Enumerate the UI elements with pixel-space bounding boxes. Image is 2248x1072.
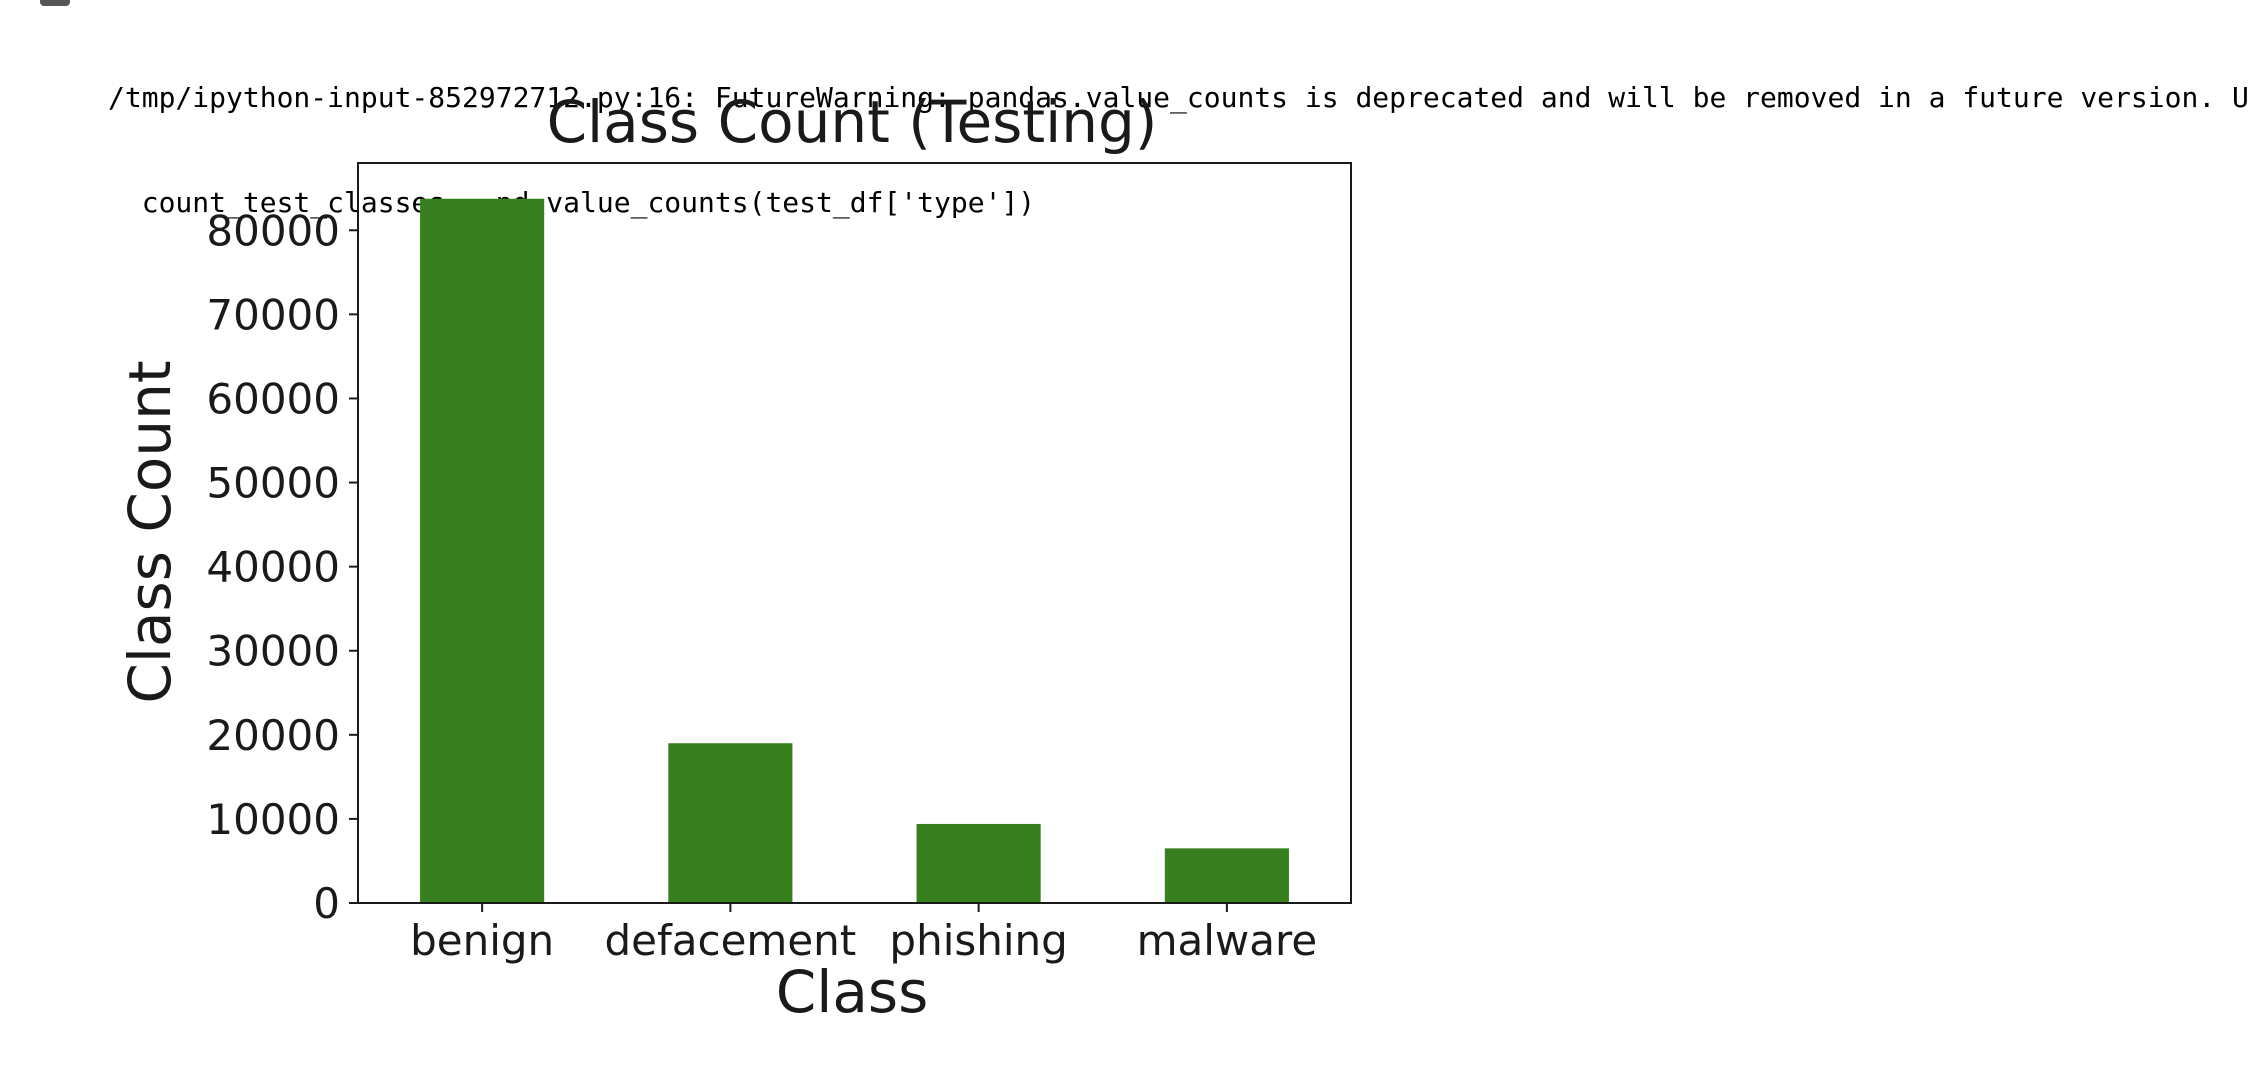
y-tick-label: 60000 <box>206 374 340 423</box>
cell-output-toggle[interactable] <box>40 0 70 6</box>
chart-title: Class Count (Testing) <box>547 88 1158 156</box>
x-tick-label-phishing: phishing <box>889 916 1067 965</box>
x-tick-label-defacement: defacement <box>604 916 856 965</box>
bar-group <box>420 198 1289 903</box>
y-tick-label: 0 <box>313 879 340 928</box>
stderr-output: /tmp/ipython-input-852972712.py:16: Futu… <box>108 10 2248 290</box>
bar-benign <box>420 198 545 903</box>
y-tick-label: 30000 <box>206 627 340 676</box>
x-tick-label-benign: benign <box>410 916 554 965</box>
bar-chart: Class Count (Testing) Class Count Class … <box>116 88 1352 1026</box>
bar-phishing <box>916 823 1041 903</box>
x-tick-label-malware: malware <box>1137 916 1318 965</box>
y-tick-label: 40000 <box>206 543 340 592</box>
y-tick-label: 20000 <box>206 711 340 760</box>
y-axis-label: Class Count <box>116 360 184 703</box>
future-warning-text: /tmp/ipython-input-852972712.py:16: Futu… <box>108 81 2248 114</box>
plot-frame <box>357 162 1352 904</box>
warning-source-code: count_test_classes = pd.value_counts(tes… <box>108 186 1036 219</box>
y-tick-label: 80000 <box>206 206 340 255</box>
bar-malware <box>1164 848 1289 903</box>
x-axis-label: Class <box>776 958 929 1026</box>
bar-defacement <box>668 743 793 903</box>
y-tick-label: 10000 <box>206 795 340 844</box>
y-tick-label: 70000 <box>206 290 340 339</box>
x-axis-ticks: benign defacement phishing malware <box>410 903 1317 965</box>
y-tick-label: 50000 <box>206 459 340 508</box>
y-axis-ticks: 0 10000 20000 30000 40000 50000 60000 70000 8000… <box>206 206 358 928</box>
